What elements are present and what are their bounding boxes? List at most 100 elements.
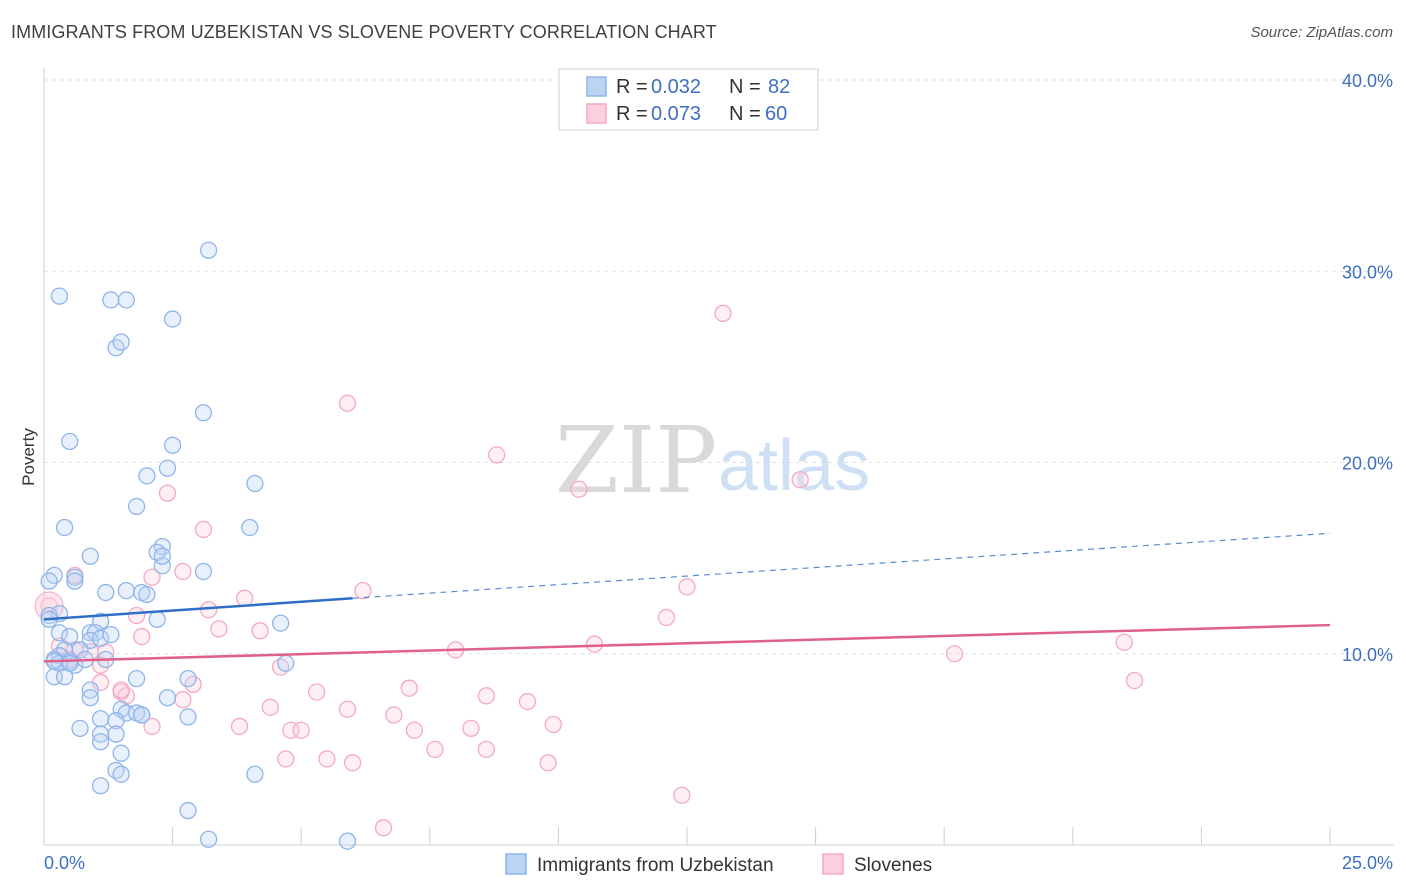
- slovenes-point: [261, 698, 279, 716]
- uzbekistan-point: [81, 547, 99, 565]
- uzbekistan-point: [158, 459, 177, 477]
- bottom-legend-swatch-slovenes: [822, 853, 844, 875]
- uzbekistan-point: [97, 583, 115, 602]
- uzbekistan-point: [179, 801, 197, 820]
- slovenes-point: [1115, 633, 1133, 651]
- uzbekistan-point: [112, 744, 130, 762]
- uzbekistan-point: [153, 557, 171, 575]
- uzbekistan-trend-extension: [352, 532, 1331, 599]
- uzbekistan-point: [91, 710, 110, 728]
- uzbekistan-point: [61, 654, 79, 672]
- uzbekistan-point: [127, 669, 146, 688]
- uzbekistan-point: [66, 568, 84, 586]
- uzbekistan-point: [338, 832, 357, 850]
- slovenes-point: [477, 740, 496, 759]
- slovenes-point: [462, 719, 480, 737]
- uzbekistan-point: [112, 765, 130, 783]
- y-tick-label: 30.0%: [1342, 262, 1393, 282]
- slovenes-point: [133, 627, 151, 646]
- legend-swatch-uzbekistan: [586, 76, 607, 97]
- slovenes-point: [791, 471, 809, 489]
- slovenes-point: [405, 721, 424, 739]
- uzbekistan-point: [40, 572, 58, 590]
- uzbekistan-point: [117, 581, 135, 600]
- slovenes-point: [400, 679, 418, 697]
- uzbekistan-point: [50, 624, 69, 642]
- slovenes-point: [518, 692, 537, 711]
- slovenes-point: [230, 717, 249, 736]
- slovenes-point: [318, 750, 336, 768]
- bottom-legend: Immigrants from Uzbekistan Slovenes: [505, 853, 932, 876]
- uzbekistan-point: [71, 719, 89, 737]
- uzbekistan-point: [158, 689, 177, 707]
- legend-r-value-2: 0.073: [651, 103, 701, 125]
- uzbekistan-point: [102, 625, 120, 644]
- uzbekistan-point: [61, 432, 79, 451]
- x-tick-labels: 0.0% 25.0%: [44, 853, 1393, 873]
- uzbekistan-trend-line: [43, 597, 353, 621]
- uzbekistan-point: [153, 547, 171, 565]
- slovenes-point: [194, 520, 213, 539]
- uzbekistan-point: [199, 830, 218, 848]
- x-tick-label: 0.0%: [44, 853, 85, 873]
- legend-r-label-1: R =: [616, 76, 648, 98]
- slovenes-point: [570, 480, 588, 498]
- uzbekistan-point: [241, 518, 259, 537]
- uzbekistan-point: [66, 572, 84, 590]
- slovenes-point: [174, 562, 192, 581]
- uzbekistan-point: [91, 629, 110, 648]
- slovenes-point: [199, 601, 218, 619]
- uzbekistan-point: [107, 712, 125, 730]
- slovenes-point: [210, 620, 228, 638]
- slovenes-point: [174, 691, 192, 709]
- slovenes-point: [307, 683, 326, 701]
- legend-n-label-2: N =: [729, 103, 761, 125]
- legend: R = 0.032 N = 82 R = 0.073 N = 60: [558, 68, 819, 131]
- bottom-legend-label-slovenes: Slovenes: [854, 855, 932, 876]
- uzbekistan-point: [199, 241, 218, 259]
- slovenes-point: [657, 608, 676, 627]
- axes: [43, 68, 1394, 846]
- uzbekistan-point: [246, 765, 264, 783]
- uzbekistan-point: [246, 474, 264, 493]
- slovenes-point: [251, 622, 269, 640]
- uzbekistan-point: [163, 436, 182, 454]
- uzbekistan-point: [107, 725, 125, 743]
- y-axis-label: Poverty: [19, 428, 38, 486]
- bottom-legend-label-uzbekistan: Immigrants from Uzbekistan: [537, 855, 774, 876]
- x-tick-label: 25.0%: [1342, 853, 1393, 873]
- uzbekistan-point: [91, 777, 110, 795]
- slovenes-point: [354, 581, 372, 600]
- legend-r-value-1: 0.032: [651, 76, 701, 98]
- uzbekistan-point: [277, 654, 295, 672]
- slovenes-point: [385, 706, 403, 724]
- legend-r-label-2: R =: [616, 103, 648, 125]
- legend-n-value-1: 82: [768, 76, 790, 98]
- uzbekistan-point: [138, 585, 156, 604]
- slovenes-point: [488, 446, 506, 464]
- y-tick-labels: 10.0% 20.0% 30.0% 40.0%: [1342, 71, 1393, 665]
- watermark: ZIP atlas: [555, 407, 870, 514]
- uzbekistan-points: [40, 241, 357, 850]
- uzbekistan-point: [194, 562, 213, 581]
- slovenes-point: [678, 578, 696, 596]
- slovenes-point: [585, 635, 604, 653]
- slovenes-point: [127, 606, 146, 625]
- watermark-atlas: atlas: [718, 426, 870, 506]
- legend-n-label-1: N =: [729, 76, 761, 98]
- slovenes-point: [714, 304, 732, 322]
- uzbekistan-point: [133, 706, 151, 724]
- slovenes-point: [338, 700, 357, 718]
- slovenes-point: [143, 717, 161, 736]
- slovenes-trend-line: [43, 623, 1331, 663]
- uzbekistan-point: [102, 291, 120, 309]
- uzbekistan-point: [112, 333, 130, 351]
- slovenes-point: [945, 645, 964, 663]
- slovenes-point: [539, 754, 557, 772]
- uzbekistan-point: [117, 291, 135, 309]
- uzbekistan-point: [55, 518, 74, 537]
- slovenes-point: [112, 681, 130, 699]
- bottom-legend-swatch-uzbekistan: [505, 853, 527, 875]
- uzbekistan-point: [138, 467, 156, 485]
